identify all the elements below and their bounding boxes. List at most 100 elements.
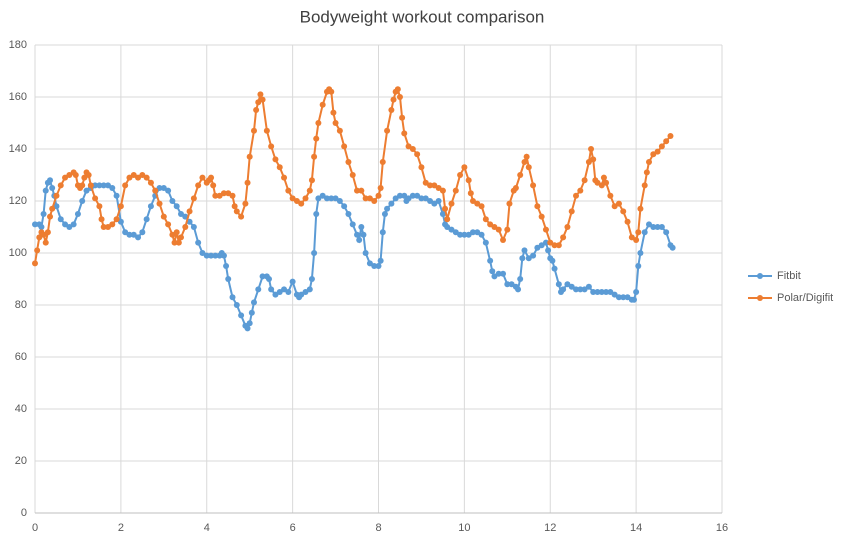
data-point [474,229,481,236]
data-point [431,182,438,189]
data-point [444,224,451,230]
data-point [358,187,365,194]
data-point [190,195,197,202]
data-point [38,224,45,230]
data-point [152,187,159,194]
data-point [255,99,262,106]
data-point [160,185,167,191]
data-point [457,172,464,178]
x-tick-label: 0 [32,522,38,534]
data-point [381,211,388,217]
data-point [461,164,468,171]
data-point [233,302,240,308]
y-tick-label: 80 [15,299,27,311]
data-point [504,226,511,233]
data-point [465,231,472,238]
data-point [637,205,644,212]
data-point [530,182,537,189]
data-point [594,179,601,186]
data-point [135,174,142,181]
data-point [581,177,588,184]
data-point [171,239,178,246]
data-point [212,192,219,199]
data-point [113,216,120,223]
data-point [85,172,92,178]
data-point [345,159,352,165]
data-point [72,172,79,178]
data-point [323,195,330,202]
data-point [549,257,556,264]
data-point [371,263,378,269]
data-point [545,247,552,254]
data-point [315,120,322,126]
data-point [448,200,455,207]
data-point [478,203,485,210]
data-point [47,213,54,220]
data-point [635,263,642,269]
data-point [521,159,528,165]
data-point [525,255,532,262]
data-point [173,229,180,236]
data-point [427,182,434,189]
y-tick-label: 40 [15,403,27,415]
data-point [130,172,137,178]
data-point [538,213,545,220]
data-point [122,182,129,189]
data-point [560,234,567,241]
data-point [268,286,275,293]
data-point [212,252,219,259]
data-point [551,265,558,272]
data-point [66,172,73,178]
data-point [560,286,567,293]
data-point [388,200,395,207]
data-point [257,91,264,98]
data-point [377,185,384,191]
data-point [409,146,416,152]
data-point [427,198,434,204]
data-point [615,294,622,301]
data-point [272,156,279,163]
data-point [182,224,189,230]
data-point [306,187,313,194]
data-point [542,239,549,246]
x-tick-label: 8 [375,522,381,534]
data-point [66,224,73,230]
data-point [564,224,571,230]
data-point [547,239,554,246]
data-point [96,182,103,189]
y-tick-label: 0 [21,507,27,519]
data-point [461,231,468,238]
data-point [104,224,111,230]
data-point [285,187,292,194]
data-point [414,192,421,199]
data-point [590,156,597,163]
y-tick-label: 100 [9,247,27,259]
data-point [160,213,167,220]
data-point [568,283,575,290]
data-point [435,185,442,191]
data-point [195,239,202,246]
data-point [442,205,449,212]
data-point [650,224,657,230]
data-point [117,218,124,225]
data-point [388,107,395,113]
data-point [40,231,47,238]
data-point [489,268,496,275]
data-point [42,239,49,246]
data-point [285,289,292,295]
data-point [32,260,38,267]
data-point [594,289,601,295]
data-point [289,278,296,285]
data-point [36,234,43,241]
data-point [487,221,494,228]
data-point [491,273,498,280]
data-point [263,127,270,134]
data-point [328,195,335,202]
data-point [422,195,429,202]
data-point [315,195,322,202]
data-point [169,231,176,238]
data-point [633,237,640,243]
legend-marker [757,295,763,301]
data-point [98,216,105,223]
data-point [495,226,502,233]
